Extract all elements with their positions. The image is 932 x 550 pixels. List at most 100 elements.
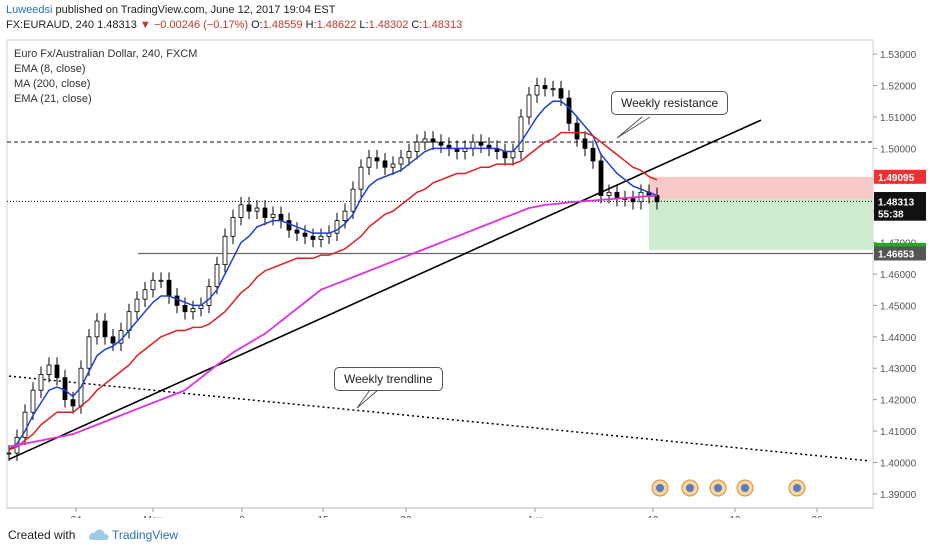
candle-body — [94, 320, 100, 338]
y-tick-label: 1.46000 — [880, 270, 917, 281]
candle-body — [206, 286, 212, 306]
candle-body — [334, 220, 340, 234]
candle-body — [86, 336, 92, 369]
candle-body — [262, 207, 268, 218]
candle-body — [478, 141, 484, 146]
candle-body — [414, 141, 420, 152]
candle-body — [254, 207, 260, 212]
candle-body — [470, 141, 476, 149]
legend-ema8[interactable]: EMA (8, close) — [14, 63, 86, 75]
footer-bar: Created with TradingView — [0, 518, 932, 550]
candle-body — [366, 157, 372, 168]
candle-body — [150, 279, 156, 291]
event-flag-icon — [714, 484, 722, 492]
candle-body — [342, 210, 348, 222]
plot-area[interactable] — [6, 39, 874, 509]
candle-body — [582, 138, 588, 149]
chart-legend: Euro Fx/Australian Dollar, 240, FXCM EMA… — [14, 47, 197, 107]
candle-body — [278, 213, 284, 222]
y-tick-label: 1.42000 — [880, 396, 917, 407]
candle-body — [422, 138, 428, 143]
take-profit-zone — [649, 199, 873, 250]
y-tick-label: 1.40000 — [880, 458, 917, 469]
publish-info: Luweedsi published on TradingView.com, J… — [6, 4, 335, 16]
candle-body — [286, 220, 292, 231]
candle-body — [502, 151, 508, 159]
open-value: 1.48559 — [262, 19, 303, 31]
trendlines — [8, 116, 871, 462]
x-tick-label: May — [144, 515, 163, 518]
tradingview-brand[interactable]: TradingView — [112, 528, 179, 542]
x-tick-label: 24 — [70, 515, 82, 518]
candle-body — [374, 157, 380, 162]
candle-body — [518, 116, 524, 152]
weekly-resistance-callout[interactable]: Weekly resistance — [611, 91, 729, 115]
ema8-line — [8, 100, 658, 451]
candle-body — [142, 289, 148, 300]
x-tick-label: 26 — [811, 515, 823, 518]
trendline-callout-pointer — [356, 389, 379, 409]
symbol-quote-bar: FX:EURAUD, 240 1.48313 ▼ −0.00246 (−0.17… — [6, 19, 462, 31]
y-tick-label: 1.44000 — [880, 333, 917, 344]
candle-body — [318, 235, 324, 240]
candle-body — [382, 160, 388, 168]
price-tag-label: 1.48313 — [878, 197, 915, 208]
candle-body — [174, 295, 180, 306]
price-tag-1-48313 — [874, 194, 926, 209]
price-tag-label: 1.49095 — [878, 173, 915, 184]
y-tick-label: 1.53000 — [880, 50, 917, 61]
candle-body — [6, 452, 12, 455]
candle-body — [574, 122, 580, 140]
time-axis[interactable]: 24 May 8 15 22 Jun 12 19 26 — [7, 507, 873, 518]
x-tick-label: Jun — [527, 515, 543, 518]
indicator-lines — [8, 100, 658, 451]
candle-body — [558, 88, 564, 99]
candle-body — [390, 163, 396, 168]
candle-body — [190, 308, 196, 313]
price-change: −0.00246 (−0.17%) — [153, 19, 249, 31]
rising-trendline — [8, 119, 762, 461]
price-chart[interactable]: 1.530001.520001.510001.500001.490001.480… — [0, 0, 932, 518]
candle-body — [102, 320, 108, 338]
created-with-label: Created with — [8, 528, 76, 542]
weekly-trendline-callout[interactable]: Weekly trendline — [334, 367, 443, 391]
price-axis[interactable]: 1.530001.520001.510001.500001.490001.480… — [873, 50, 917, 501]
author-link[interactable]: Luweedsi — [6, 4, 53, 16]
candle-body — [350, 188, 356, 212]
x-tick-label: 19 — [729, 515, 741, 518]
y-tick-label: 1.43000 — [880, 364, 917, 375]
legend-ema21[interactable]: EMA (21, close) — [14, 93, 92, 105]
event-markers — [651, 479, 806, 497]
candle-body — [22, 411, 28, 438]
price-tag-label: 55:38 — [878, 210, 904, 221]
candle-body — [406, 151, 412, 159]
y-tick-label: 1.39000 — [880, 490, 917, 501]
candle-body — [398, 157, 404, 165]
ema21-line — [8, 131, 658, 451]
price-tag-55-38 — [874, 206, 926, 221]
price-tag-label: 1.46653 — [878, 249, 915, 260]
candle-body — [70, 399, 76, 407]
y-tick-label: 1.52000 — [880, 82, 917, 93]
candle-body — [166, 279, 172, 297]
candle-body — [438, 141, 444, 146]
symbol-label: FX:EURAUD, 240 — [6, 19, 95, 31]
legend-title: Euro Fx/Australian Dollar, 240, FXCM — [14, 48, 198, 60]
candle-body — [222, 235, 228, 265]
candle-body — [550, 88, 556, 91]
y-tick-label: 1.41000 — [880, 427, 917, 438]
event-flag-icon — [686, 484, 694, 492]
legend-ma200[interactable]: MA (200, close) — [14, 78, 91, 90]
candle-body — [238, 204, 244, 218]
candle-body — [38, 374, 44, 391]
candle-body — [590, 147, 596, 162]
candle-body — [566, 97, 572, 124]
candle-body — [246, 204, 252, 212]
candle-body — [358, 166, 364, 190]
weekly-trendline — [8, 375, 871, 462]
candle-body — [62, 377, 68, 401]
low-value: 1.48302 — [368, 19, 409, 31]
candle-body — [46, 364, 52, 375]
close-value: 1.48313 — [422, 19, 463, 31]
candle-body — [510, 151, 516, 159]
